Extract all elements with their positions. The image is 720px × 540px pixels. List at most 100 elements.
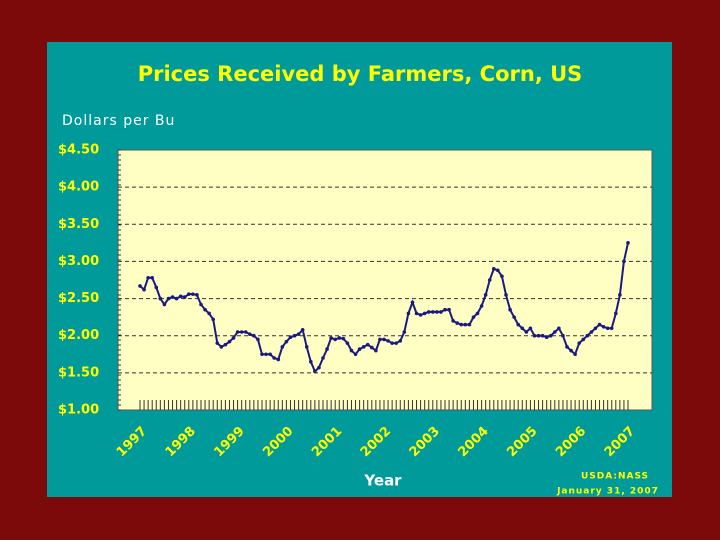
price-marker [439, 310, 443, 314]
price-marker [492, 267, 496, 271]
price-marker [540, 333, 545, 338]
price-marker [508, 307, 512, 312]
price-marker [300, 327, 305, 332]
price-marker [528, 326, 533, 331]
price-marker [349, 348, 354, 353]
price-marker [182, 295, 187, 299]
price-marker [451, 319, 455, 323]
price-marker [548, 333, 553, 338]
price-marker [211, 317, 215, 322]
price-marker [447, 307, 451, 312]
price-marker [170, 295, 175, 299]
price-marker [382, 337, 386, 342]
price-marker [268, 352, 272, 357]
price-marker [154, 285, 159, 290]
price-marker [227, 339, 232, 344]
price-marker [174, 296, 179, 301]
y-tick-label: $3.00 [58, 254, 99, 269]
price-marker [418, 313, 423, 317]
price-marker [557, 326, 561, 331]
price-marker [353, 352, 358, 357]
y-tick-label: $4.50 [58, 143, 99, 158]
y-tick-label: $2.50 [58, 291, 99, 306]
price-marker [524, 330, 529, 334]
price-marker [309, 359, 313, 364]
price-marker [614, 311, 618, 316]
price-marker [544, 335, 549, 340]
price-marker [203, 307, 207, 312]
price-marker [313, 369, 317, 374]
plot-area [117, 149, 653, 411]
x-axis-label: Year [363, 472, 402, 490]
y-tick-label: $2.00 [58, 328, 99, 343]
price-marker [565, 345, 569, 349]
price-marker [264, 352, 268, 357]
price-marker [569, 348, 573, 353]
price-marker [496, 268, 500, 273]
price-marker [248, 332, 252, 337]
price-marker [207, 311, 211, 316]
price-marker [219, 345, 224, 349]
price-marker [235, 330, 240, 334]
price-marker [581, 337, 586, 342]
price-marker [304, 345, 309, 349]
price-marker [256, 337, 260, 342]
price-marker [361, 345, 366, 349]
price-marker [553, 330, 557, 334]
price-marker [341, 336, 346, 341]
price-marker [329, 336, 333, 340]
price-marker [455, 321, 460, 325]
price-marker [378, 337, 382, 342]
price-marker [536, 333, 541, 338]
price-marker [402, 330, 407, 334]
price-marker [199, 302, 203, 307]
price-marker [138, 284, 142, 288]
price-marker [414, 311, 419, 316]
price-marker [605, 326, 610, 331]
price-marker [483, 293, 488, 297]
price-marker [471, 315, 476, 319]
price-marker [601, 325, 606, 329]
price-marker [178, 294, 183, 299]
price-marker [573, 352, 577, 357]
price-marker [394, 341, 399, 345]
price-marker [325, 347, 329, 351]
source: USDA:NASS [581, 472, 649, 482]
price-marker [577, 341, 581, 345]
price-marker [435, 310, 439, 314]
price-marker [166, 296, 171, 301]
y-axis-label: Dollars per Bu [62, 113, 175, 129]
y-tick-label: $3.50 [58, 217, 99, 232]
price-marker [459, 322, 464, 327]
price-marker [479, 304, 484, 308]
price-marker [589, 330, 594, 334]
price-marker [337, 336, 342, 340]
y-tick-label: $1.00 [58, 403, 99, 418]
price-marker [609, 326, 614, 331]
price-marker [292, 333, 297, 338]
price-marker [333, 337, 338, 342]
price-marker [431, 310, 435, 314]
price-marker [561, 333, 565, 338]
price-marker [146, 275, 150, 280]
price-marker [357, 347, 362, 351]
price-marker [195, 293, 199, 297]
price-marker [406, 311, 411, 316]
price-marker [276, 357, 281, 362]
price-marker [158, 296, 163, 301]
chart-title: Prices Received by Farmers, Corn, US [138, 62, 583, 86]
source-date: January 31, 2007 [556, 487, 659, 497]
price-marker [370, 345, 374, 350]
price-marker [443, 307, 447, 312]
price-marker [593, 326, 598, 331]
price-marker [504, 293, 508, 297]
price-marker [321, 356, 325, 360]
price-marker [597, 322, 602, 327]
price-marker [585, 333, 590, 338]
price-marker [618, 293, 622, 297]
price-marker [426, 310, 431, 314]
price-marker [239, 330, 244, 334]
y-tick-label: $4.00 [58, 180, 99, 195]
price-marker [398, 339, 403, 343]
price-marker [252, 333, 256, 338]
